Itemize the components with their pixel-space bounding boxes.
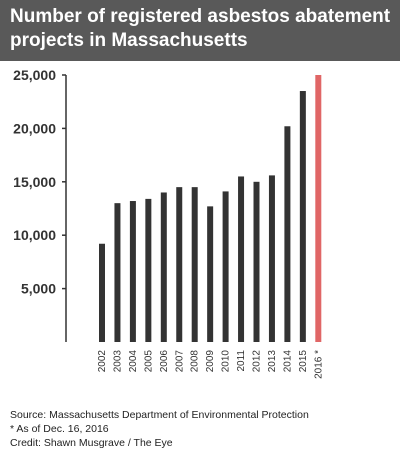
- title-bar: Number of registered asbestos abatement …: [0, 0, 400, 61]
- bar: [114, 203, 121, 342]
- x-tick-label: 2007: [174, 350, 185, 373]
- x-tick-label: 2010: [221, 350, 232, 373]
- bar-highlight: [315, 75, 322, 342]
- bar: [160, 192, 167, 342]
- chart-title: Number of registered asbestos abatement …: [10, 5, 395, 53]
- chart-footer: Source: Massachusetts Department of Envi…: [10, 408, 309, 450]
- bar: [99, 243, 105, 342]
- x-tick-label: 2004: [128, 350, 139, 373]
- x-tick-label: 2009: [205, 350, 216, 373]
- y-tick-label: 20,000: [13, 120, 56, 136]
- x-tick-label: 2006: [159, 350, 170, 373]
- bar: [191, 187, 198, 342]
- x-tick-label: 2011: [236, 350, 247, 372]
- x-tick-label: 2016 *: [313, 350, 324, 379]
- bar: [145, 198, 152, 342]
- y-tick-label: 15,000: [13, 174, 56, 190]
- bar: [176, 187, 183, 342]
- y-axis: 5,000 10,000 15,000 20,000 25,000: [13, 67, 67, 342]
- bar: [268, 175, 275, 342]
- chart-title-line-1: Number of registered asbestos abatement: [10, 6, 391, 27]
- x-tick-label: 2015: [298, 350, 309, 373]
- bar: [238, 176, 245, 342]
- x-tick-label: 2003: [112, 350, 123, 373]
- bar: [284, 126, 291, 342]
- credit-note: Credit: Shawn Musgrave / The Eye: [10, 437, 173, 449]
- x-axis-labels: 2002 2003 2004 2005 2006 2007 2008 2009 2010 2011…: [97, 350, 324, 379]
- bar: [299, 91, 306, 342]
- bar: [253, 181, 260, 342]
- bar: [222, 191, 229, 342]
- date-note: * As of Dec. 16, 2016: [10, 423, 109, 435]
- y-tick-label: 25,000: [13, 67, 56, 83]
- x-tick-label: 2012: [252, 350, 263, 373]
- bar: [129, 201, 136, 342]
- x-tick-label: 2013: [267, 350, 278, 373]
- x-tick-label: 2005: [143, 350, 154, 373]
- chart-title-line-2: projects in Massachusetts: [10, 30, 248, 51]
- x-tick-label: 2002: [97, 350, 108, 373]
- source-note: Source: Massachusetts Department of Envi…: [10, 409, 309, 421]
- y-tick-label: 5,000: [21, 281, 56, 297]
- y-tick-label: 10,000: [13, 227, 56, 243]
- x-tick-label: 2014: [282, 350, 293, 373]
- bar: [207, 206, 214, 342]
- bars: [99, 75, 322, 342]
- x-tick-label: 2008: [190, 350, 201, 373]
